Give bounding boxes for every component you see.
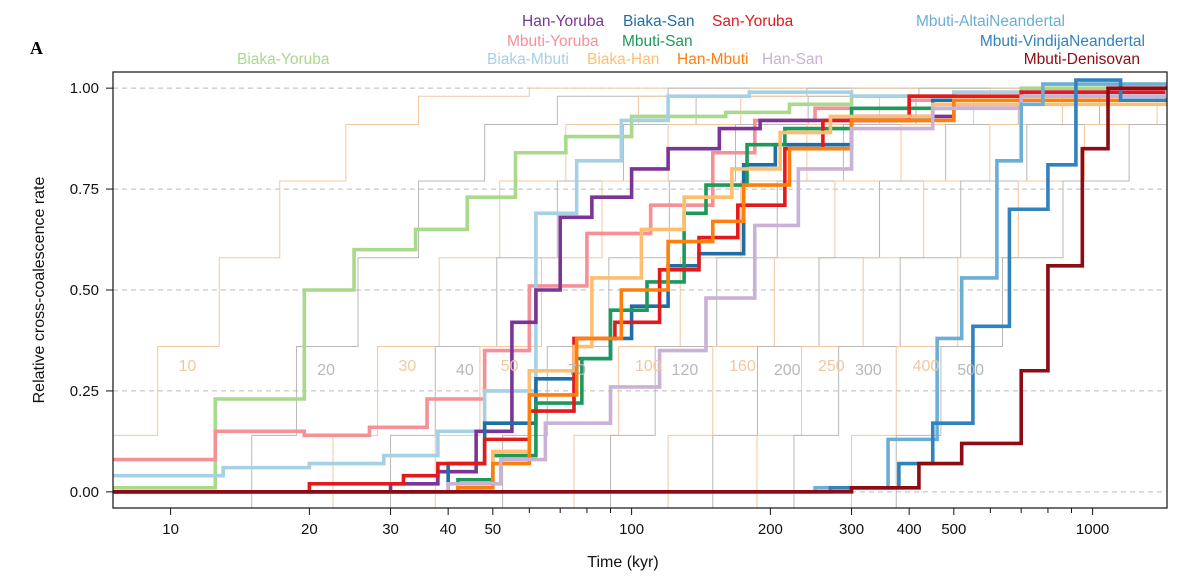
x-tick-label-20: 20 bbox=[301, 521, 318, 538]
generation-label-160: 160 bbox=[729, 358, 756, 375]
legend-label-mbuti-vindijaneandertal: Mbuti-VindijaNeandertal bbox=[980, 33, 1145, 50]
legend-label-biaka-han: Biaka-Han bbox=[587, 51, 659, 68]
generation-curve-500 bbox=[895, 87, 1167, 508]
series-line-biaka-han bbox=[113, 88, 1167, 494]
generation-curve-300 bbox=[793, 87, 1167, 508]
series-line-biaka-mbuti bbox=[113, 88, 1167, 478]
x-tick-label-100: 100 bbox=[619, 521, 644, 538]
x-tick-label-500: 500 bbox=[941, 521, 966, 538]
series-line-mbuti-denisovan bbox=[113, 86, 1167, 494]
legend-label-biaka-yoruba: Biaka-Yoruba bbox=[237, 51, 330, 68]
generation-label-120: 120 bbox=[672, 362, 699, 379]
generation-label-20: 20 bbox=[317, 362, 335, 379]
generation-label-30: 30 bbox=[398, 358, 416, 375]
legend-label-mbuti-altaineandertal: Mbuti-AltaiNeandertal bbox=[916, 13, 1065, 30]
generation-label-10: 10 bbox=[178, 358, 196, 375]
generation-curve-30 bbox=[332, 87, 1167, 508]
x-axis-title: Time (kyr) bbox=[587, 554, 658, 571]
generation-labels: 10 20 30 40 50 70 100 120 160 200 250 300 400 500 bbox=[178, 358, 984, 379]
generation-label-400: 400 bbox=[913, 358, 940, 375]
legend-label-han-mbuti: Han-Mbuti bbox=[677, 51, 749, 68]
x-tick-label-300: 300 bbox=[839, 521, 864, 538]
x-tick-label-10: 10 bbox=[162, 521, 179, 538]
series-lines bbox=[113, 78, 1167, 494]
series-line-han-san bbox=[113, 88, 1167, 494]
x-tick-label-40: 40 bbox=[440, 521, 457, 538]
legend-label-biaka-mbuti: Biaka-Mbuti bbox=[487, 51, 569, 68]
generation-label-40: 40 bbox=[456, 362, 474, 379]
generation-curve-100 bbox=[573, 87, 1167, 508]
legend-label-han-san: Han-San bbox=[762, 51, 823, 68]
panel-label: A bbox=[30, 38, 43, 58]
y-tick-label-3: 0.75 bbox=[70, 181, 99, 198]
generation-label-500: 500 bbox=[957, 362, 984, 379]
y-tick-label-1: 0.25 bbox=[70, 383, 99, 400]
legend-label-san-yoruba: San-Yoruba bbox=[712, 13, 794, 30]
generation-curve-10 bbox=[113, 87, 1167, 508]
generation-curve-50 bbox=[434, 87, 1167, 508]
y-tick-label-2: 0.50 bbox=[70, 282, 99, 299]
generation-curve-20 bbox=[251, 87, 1167, 508]
generation-label-100: 100 bbox=[635, 358, 662, 375]
generation-label-200: 200 bbox=[774, 362, 801, 379]
generation-label-50: 50 bbox=[501, 358, 519, 375]
x-tick-label-50: 50 bbox=[484, 521, 501, 538]
y-axis-title: Relative cross-coalescence rate bbox=[31, 177, 48, 404]
legend-label-biaka-san: Biaka-San bbox=[623, 13, 695, 30]
x-tick-label-30: 30 bbox=[382, 521, 399, 538]
series-line-han-mbuti bbox=[113, 88, 1167, 494]
y-tick-label-0: 0.00 bbox=[70, 484, 99, 501]
generation-label-70: 70 bbox=[568, 362, 586, 379]
x-tick-label-1000: 1000 bbox=[1076, 521, 1109, 538]
legend: Han-Yoruba Biaka-San San-Yoruba Mbuti-Yorub… bbox=[237, 13, 1145, 68]
legend-label-mbuti-yoruba: Mbuti-Yoruba bbox=[507, 33, 599, 50]
legend-label-han-yoruba: Han-Yoruba bbox=[522, 13, 605, 30]
legend-label-mbuti-san: Mbuti-San bbox=[622, 33, 693, 50]
x-tick-label-200: 200 bbox=[758, 521, 783, 538]
generation-label-250: 250 bbox=[818, 358, 845, 375]
axes: 10 20 30 40 50 100 200 300 400 500 1000 0.00 0.25 0.5… bbox=[70, 80, 1109, 538]
y-tick-label-4: 1.00 bbox=[70, 80, 99, 97]
generation-curve-400 bbox=[851, 87, 1167, 508]
generation-curve-70 bbox=[502, 87, 1167, 508]
x-tick-label-400: 400 bbox=[897, 521, 922, 538]
generation-label-300: 300 bbox=[855, 362, 882, 379]
legend-label-mbuti-denisovan: Mbuti-Denisovan bbox=[1024, 51, 1140, 68]
